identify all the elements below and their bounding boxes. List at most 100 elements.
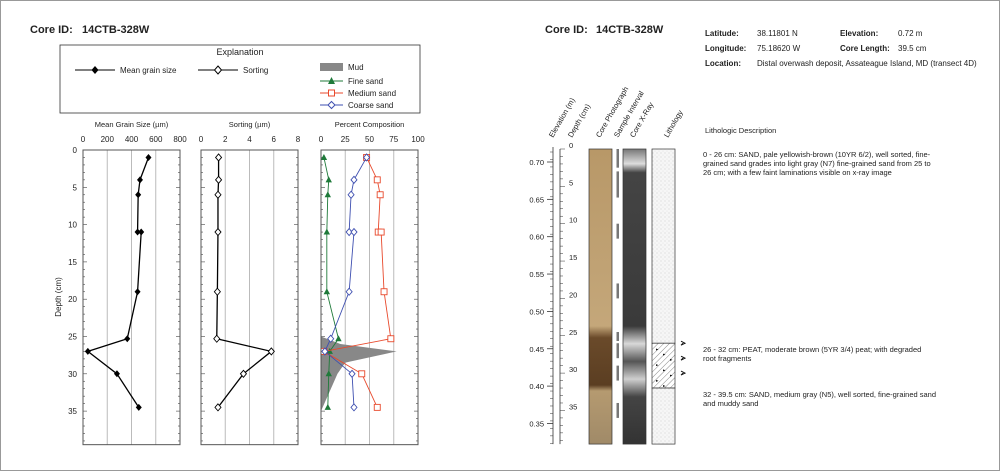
- x-tick-label: 25: [341, 135, 350, 144]
- lithologic-description-line: and muddy sand: [703, 399, 758, 408]
- x-tick-label: 800: [173, 135, 187, 144]
- series-coarse-sand-point: [321, 347, 329, 356]
- series-medium-sand-point: [380, 288, 388, 296]
- x-tick-label: 0: [319, 135, 324, 144]
- x-tick-label: 8: [296, 135, 301, 144]
- legend-fine-marker-icon: [328, 77, 335, 84]
- left-core-id-label: Core ID:: [30, 24, 73, 36]
- series-sorting-point: [267, 347, 275, 356]
- series-medium-sand-point: [376, 191, 384, 199]
- series-medium-sand-point: [358, 370, 366, 378]
- series-medium-sand-point: [373, 403, 381, 411]
- core-photograph: [588, 148, 613, 445]
- legend-mud-swatch: [320, 63, 343, 71]
- series-mean-grain-size-point: [138, 228, 145, 236]
- x-tick-label: 75: [389, 135, 398, 144]
- location-label: Location:: [705, 59, 741, 68]
- elevation-tick-label: 0.65: [529, 195, 544, 204]
- peat-root-symbol: [663, 353, 666, 356]
- series-fine-sand-point: [325, 370, 332, 377]
- depth-tick-label: 20: [569, 290, 577, 299]
- chart-panel-0: Mean Grain Size (µm) 0 200 400 600 800 0 5 10 15 2…: [68, 120, 187, 446]
- series-sorting-point: [214, 403, 222, 412]
- series-mean-grain-size-point: [134, 288, 141, 296]
- series-mean-grain-size-point: [145, 153, 152, 161]
- elevation-tick-label: 0.50: [529, 307, 544, 316]
- core-metadata: Latitude: 38.11801 N Elevation: 0.72 m L…: [705, 29, 977, 68]
- elevation-tick-label: 0.70: [529, 158, 544, 167]
- series-sorting-point: [214, 227, 222, 237]
- series-mean-grain-size-point: [124, 335, 131, 343]
- lithologic-description-line: 26 - 32 cm: PEAT, moderate brown (5YR 3/…: [703, 345, 921, 354]
- legend-coarse-sand: Coarse sand: [348, 101, 393, 110]
- y-tick-label: 35: [68, 407, 77, 416]
- y-tick-label: 25: [68, 333, 77, 342]
- longitude-label: Longitude:: [705, 44, 746, 53]
- peat-root-symbol: [670, 358, 673, 361]
- series-coarse-sand-point: [350, 403, 358, 412]
- series-mean-grain-size-point: [136, 176, 143, 184]
- chart-frame: [82, 149, 181, 446]
- series-coarse-sand-point: [350, 175, 358, 185]
- right-core-id: 14CTB-328W: [596, 24, 664, 36]
- x-tick-label: 4: [247, 135, 252, 144]
- y-tick-label: 0: [73, 146, 78, 155]
- depth-tick-label: 0: [569, 141, 573, 150]
- series-fine-sand-point: [323, 228, 331, 235]
- peat-root-symbol: [656, 364, 659, 367]
- left-core-id: 14CTB-328W: [82, 24, 150, 36]
- legend-medium-sand: Medium sand: [348, 89, 396, 98]
- depth-tick-label: 15: [569, 253, 577, 262]
- legend-medium-marker-icon: [328, 89, 335, 97]
- series-coarse-sand-point: [345, 287, 353, 296]
- series-mean-grain-size-point: [135, 191, 142, 199]
- sample-interval: [616, 223, 619, 239]
- legend-sorting: Sorting: [243, 66, 268, 75]
- series-sorting-point: [213, 287, 221, 296]
- root-fragment-icon: [680, 370, 687, 376]
- elevation-label: Elevation:: [840, 29, 878, 38]
- chart-title: Sorting (µm): [229, 120, 271, 129]
- legend-fine-sand: Fine sand: [348, 77, 383, 86]
- y-tick-label: 10: [68, 221, 77, 230]
- x-tick-label: 2: [223, 135, 228, 144]
- lithologic-description-line: 26 cm; with a few faint laminations visi…: [703, 168, 892, 177]
- series-mean-grain-size-point: [84, 347, 91, 355]
- chart-title: Percent Composition: [335, 120, 405, 129]
- series-mean-grain-size-point: [134, 228, 141, 236]
- peat-root-symbol: [656, 348, 659, 351]
- y-tick-label: 15: [68, 258, 77, 267]
- core-xray: [622, 148, 647, 445]
- depth-tick-label: 35: [569, 402, 577, 411]
- elevation-tick-label: 0.55: [529, 270, 544, 279]
- x-tick-label: 200: [101, 135, 115, 144]
- depth-tick-label: 10: [569, 216, 577, 225]
- lithologic-description-line: root fragments: [703, 354, 752, 363]
- lithology-peat: [651, 342, 676, 389]
- depth-axis-label: Depth (cm): [54, 277, 63, 317]
- peat-root-symbol: [656, 379, 659, 382]
- series-medium-sand-point: [387, 335, 395, 343]
- x-tick-label: 50: [365, 135, 374, 144]
- series-coarse-sand-point: [348, 369, 356, 378]
- series-fine-sand-point: [320, 153, 328, 160]
- series-mud-area: [321, 336, 397, 412]
- depth-tick-label: 30: [569, 365, 577, 374]
- series-mean-grain-size-point: [113, 370, 120, 378]
- location-value: Distal overwash deposit, Assateague Isla…: [757, 59, 977, 68]
- legend-title: Explanation: [216, 47, 263, 57]
- core-log: 0.70 0.65 0.60 0.55 0.50 0.45 0.40 0.35 0 5 10 15 20…: [529, 141, 687, 445]
- depth-tick-label: 5: [569, 178, 573, 187]
- lithologic-description-line: 32 - 39.5 cm: SAND, medium gray (N5), we…: [703, 390, 936, 399]
- peat-root-symbol: [663, 385, 666, 388]
- sample-interval: [616, 149, 619, 168]
- series-medium-sand-point: [373, 176, 381, 184]
- lithologic-descriptions: 0 - 26 cm: SAND, pale yellowish-brown (1…: [703, 150, 936, 408]
- lithologic-description-line: grained sand grades into light gray (N7)…: [703, 159, 931, 168]
- series-sorting-point: [214, 175, 223, 185]
- sample-interval: [616, 343, 619, 359]
- sample-interval: [616, 402, 619, 418]
- depth-tick-label: 25: [569, 328, 577, 337]
- series-fine-sand-point: [324, 403, 331, 410]
